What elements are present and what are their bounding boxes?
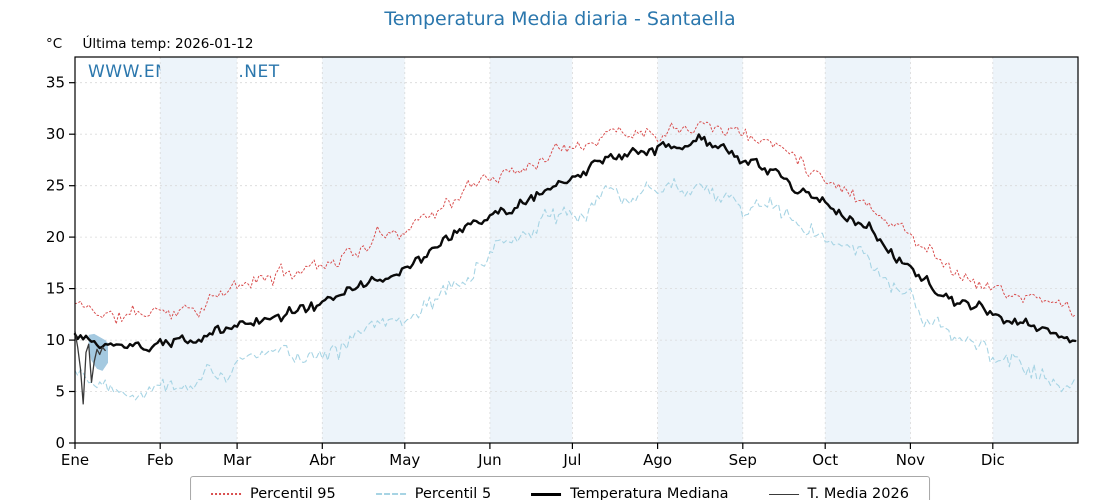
legend-label-temperatura-mediana: Temperatura Mediana — [570, 486, 729, 500]
month-shading-band — [489, 57, 573, 443]
x-tick-label: Dic — [981, 451, 1005, 469]
x-tick-label: Oct — [812, 451, 838, 469]
chart-title: Temperatura Media diaria - Santaella — [384, 8, 736, 30]
x-tick-label: Jun — [477, 451, 501, 469]
x-tick-label: Jul — [562, 451, 581, 469]
chart-subtitle-row: °C Última temp: 2026-01-12 — [46, 36, 254, 52]
y-tick-label: 10 — [46, 331, 65, 349]
y-tick-label: 35 — [46, 74, 65, 92]
y-tick-label: 20 — [46, 228, 65, 246]
series-line-2 — [73, 133, 1077, 353]
y-tick-label: 0 — [55, 434, 65, 452]
series-line-3 — [74, 331, 106, 405]
legend-item-t-media-2026: T. Media 2026 — [768, 486, 909, 500]
x-tick-label: May — [389, 451, 420, 469]
x-tick-label: Mar — [223, 451, 252, 469]
x-tick-label: Ago — [643, 451, 672, 469]
month-shading-band — [992, 57, 1078, 443]
legend-item-temperatura-mediana: Temperatura Mediana — [531, 486, 729, 500]
y-tick-label: 30 — [46, 125, 65, 143]
month-shading-band — [825, 57, 911, 443]
x-tick-label: Nov — [896, 451, 925, 469]
month-shading-band — [322, 57, 405, 443]
t-media-2026-line-icon — [768, 493, 799, 495]
series-line-1 — [74, 177, 1076, 401]
percentil-5-line-icon — [375, 493, 406, 495]
percentil-95-line-icon — [211, 493, 242, 495]
month-shading-band — [160, 57, 238, 443]
y-tick-label: 5 — [55, 383, 65, 401]
x-tick-label: Ene — [61, 451, 89, 469]
y-tick-label: 15 — [46, 280, 65, 298]
series-line-0 — [74, 121, 1076, 325]
legend-label-t-media-2026: T. Media 2026 — [807, 486, 909, 500]
plot-frame — [74, 56, 1079, 444]
y-axis-unit-label: °C — [46, 36, 63, 52]
y-tick-label: 25 — [46, 177, 65, 195]
x-tick-label: Sep — [729, 451, 757, 469]
last-temp-label: Última temp: 2026-01-12 — [82, 36, 254, 52]
legend-item-percentil-5: Percentil 5 — [375, 486, 492, 500]
legend-item-percentil-95: Percentil 95 — [211, 486, 336, 500]
temperatura-mediana-line-icon — [531, 492, 562, 496]
legend-label-percentil-95: Percentil 95 — [250, 486, 336, 500]
month-shading-band — [657, 57, 743, 443]
x-tick-label: Abr — [309, 451, 336, 469]
legend-label-percentil-5: Percentil 5 — [414, 486, 492, 500]
x-tick-label: Feb — [147, 451, 174, 469]
chart-legend: Percentil 95 Percentil 5 Temperatura Med… — [190, 476, 930, 500]
